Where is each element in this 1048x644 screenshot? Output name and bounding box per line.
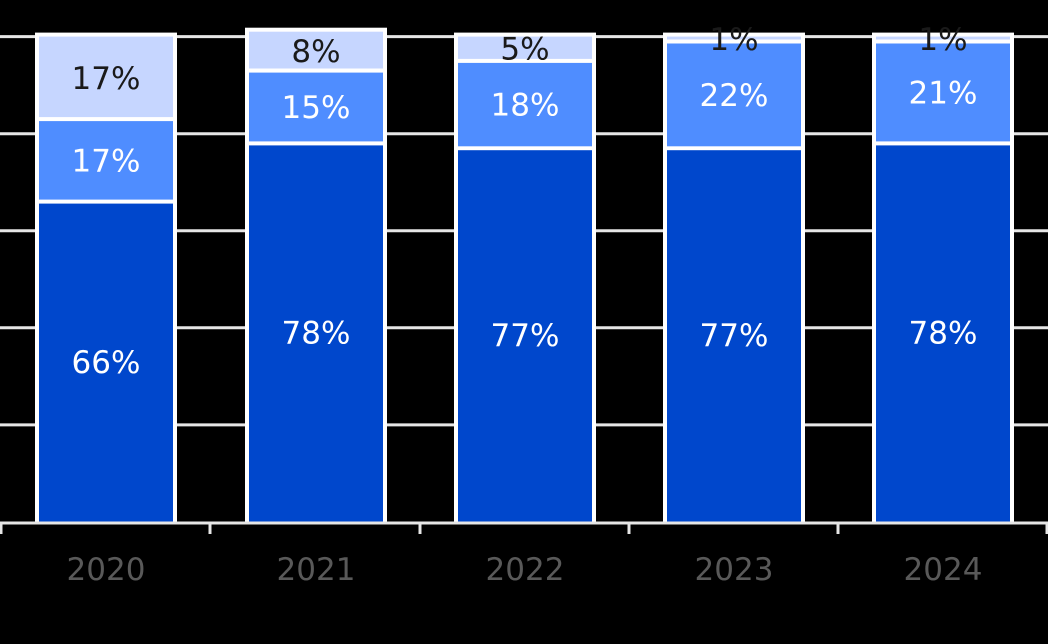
bar-segment	[876, 36, 1010, 40]
x-tick-label: 2022	[486, 552, 565, 588]
bar-stack-2023: 77% 22% 1%	[663, 22, 805, 522]
bar-segment	[249, 145, 383, 522]
bar-segment	[249, 72, 383, 142]
bar-segment	[39, 203, 173, 522]
data-label: 78%	[282, 316, 351, 352]
x-axis: 2020 2021 2022 2023 2024	[0, 521, 1048, 588]
bar-segment	[249, 31, 383, 69]
x-tick-label: 2020	[67, 552, 146, 588]
data-label: 15%	[282, 90, 351, 126]
data-label: 17%	[72, 61, 141, 97]
bar-segment	[667, 43, 801, 147]
bar-stack-2020: 66% 17% 17%	[35, 32, 177, 522]
data-label: 22%	[700, 78, 769, 114]
bar-segment	[458, 62, 592, 147]
bar-segment	[458, 36, 592, 59]
x-tick-label: 2024	[904, 552, 983, 588]
x-tick-label: 2021	[277, 552, 356, 588]
bar-stack-2024: 78% 21% 1%	[872, 22, 1014, 522]
bar-segment	[458, 150, 592, 522]
data-label: 77%	[491, 318, 560, 354]
bar-segment	[667, 36, 801, 40]
data-label: 18%	[491, 88, 560, 124]
data-label: 17%	[72, 143, 141, 179]
bar-segment	[876, 43, 1010, 142]
bar-segment	[39, 36, 173, 118]
data-label: 1%	[709, 22, 758, 58]
bar-stack-2022: 77% 18% 5%	[454, 32, 596, 522]
data-label: 21%	[909, 75, 978, 111]
data-label: 78%	[909, 316, 978, 352]
bar-segment	[39, 121, 173, 200]
data-label: 5%	[500, 32, 549, 68]
x-tick-label: 2023	[695, 552, 774, 588]
data-label: 66%	[72, 345, 141, 381]
bar-segment	[876, 145, 1010, 522]
data-label: 1%	[918, 22, 967, 58]
bars: 66% 17% 17% 78% 15% 8% 77% 18% 5% 77% 22% 1% 78% 21% 1…	[35, 22, 1014, 522]
bar-stack-2021: 78% 15% 8%	[245, 27, 387, 522]
bar-segment	[667, 150, 801, 522]
data-label: 77%	[700, 318, 769, 354]
data-label: 8%	[291, 34, 340, 70]
